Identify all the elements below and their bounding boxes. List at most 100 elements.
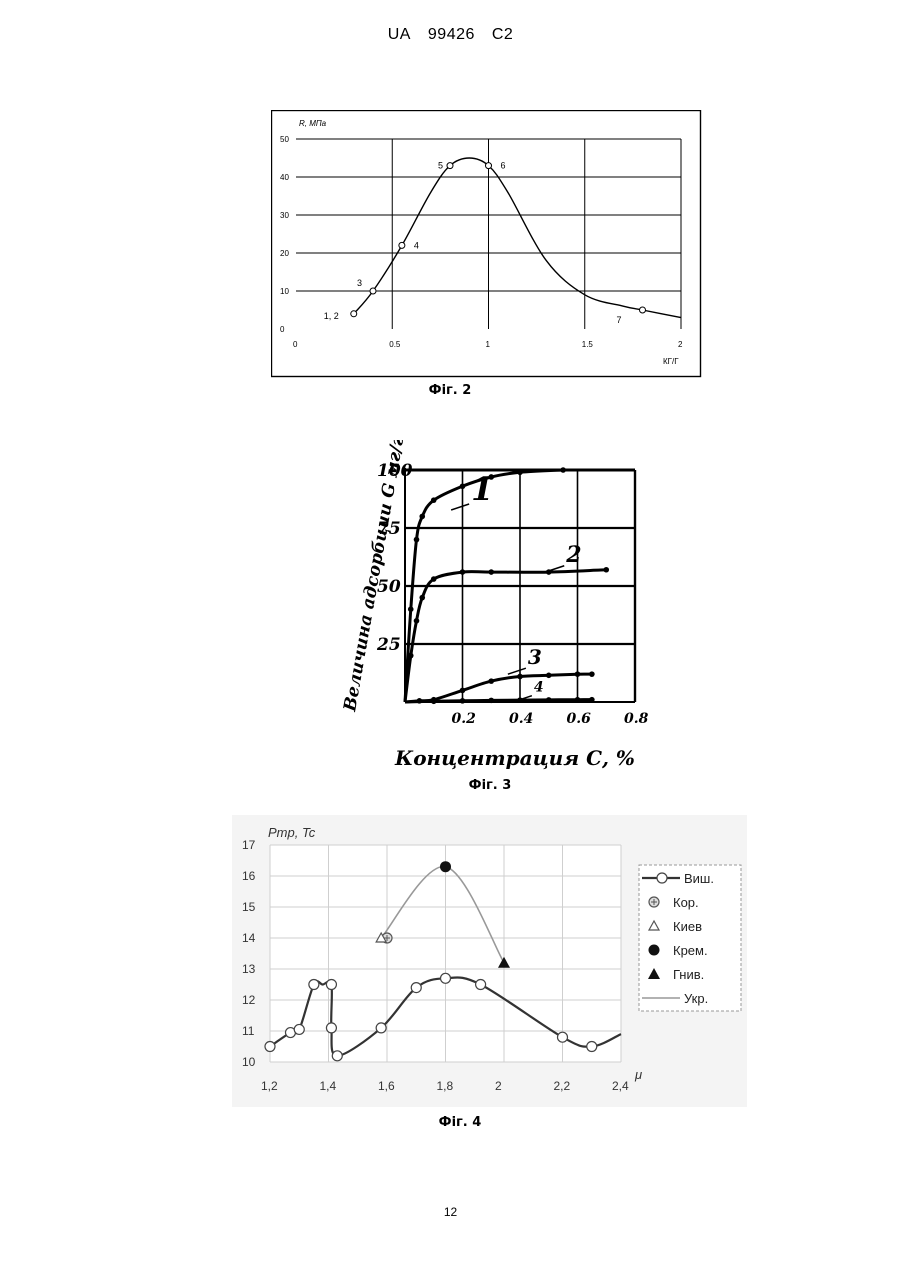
fig4-vish-point <box>376 1023 386 1033</box>
patent-number: 99426 <box>428 26 475 43</box>
fig3-series-label: 2 <box>565 542 581 568</box>
fig2-point-label: 1, 2 <box>324 311 339 321</box>
figure-3-caption: Фіг. 3 <box>440 778 540 793</box>
fig2-point-label: 7 <box>617 315 622 325</box>
fig4-y-tick: 16 <box>242 869 256 883</box>
fig2-point-label: 3 <box>357 278 362 288</box>
fig3-series-label-leader <box>508 668 526 674</box>
fig2-point <box>370 288 376 294</box>
fig3-x-tick: 0.4 <box>509 711 533 727</box>
fig3-series-label: 3 <box>528 645 542 669</box>
fig3-series-3-point <box>575 671 581 677</box>
fig3-series-3-point <box>517 674 523 680</box>
fig4-y-tick: 10 <box>242 1055 256 1069</box>
fig2-frame <box>272 111 701 377</box>
fig2-x-tick: 1.5 <box>582 340 594 349</box>
fig4-legend-marker <box>657 873 667 883</box>
fig3-series-4-point <box>575 697 581 703</box>
fig3-series-3-point <box>589 671 595 677</box>
figure-2-chart: 0102030405000.511.52 1, 234567 R, МПа КГ… <box>271 110 702 378</box>
fig2-point-label: 6 <box>501 161 506 171</box>
fig4-point-filled-circle <box>440 861 451 872</box>
fig3-series-1-point <box>414 537 420 543</box>
fig3-series-4-point <box>431 699 437 705</box>
fig3-series-2-point <box>408 653 414 659</box>
fig2-point-label: 5 <box>438 161 443 171</box>
fig4-y-tick: 15 <box>242 900 256 914</box>
country-code: UA <box>388 26 411 43</box>
figure-4-chart: 10111213141516171,21,41,61,822,22,4 Pmp,… <box>232 815 747 1107</box>
fig2-y-tick: 40 <box>280 173 289 182</box>
fig4-vish-point <box>309 980 319 990</box>
fig4-x-tick: 2,2 <box>554 1079 571 1093</box>
fig4-y-axis-label: Pmp, Tc <box>268 825 316 840</box>
fig2-x-axis-label: КГ/Г <box>663 357 679 366</box>
fig4-x-tick: 1,4 <box>320 1079 337 1093</box>
fig3-series-1-point <box>517 470 523 476</box>
fig3-y-tick: 25 <box>376 635 401 655</box>
fig3-series-1-point <box>560 467 566 473</box>
fig3-series-label: 1 <box>471 470 493 508</box>
figure-2-caption: Фіг. 2 <box>400 383 500 398</box>
fig4-y-tick: 11 <box>242 1024 255 1038</box>
fig4-x-tick: 1,8 <box>437 1079 454 1093</box>
fig3-series-2-point <box>414 618 420 624</box>
fig4-vish-point <box>411 983 421 993</box>
fig2-point-label: 4 <box>414 240 419 250</box>
fig3-series-2-line <box>405 570 606 702</box>
figure-4-caption: Фіг. 4 <box>410 1115 510 1130</box>
fig2-point <box>399 242 405 248</box>
fig4-legend-marker <box>649 945 660 956</box>
fig3-x-tick: 0.8 <box>624 711 649 727</box>
fig3-x-tick: 0.6 <box>567 711 592 727</box>
fig3-series-1-point <box>431 497 437 503</box>
fig3-series-2-point <box>603 567 609 573</box>
fig2-x-tick: 2 <box>678 340 683 349</box>
fig4-vish-point <box>476 980 486 990</box>
fig3-series-2-point <box>460 569 466 575</box>
fig4-vish-point <box>294 1024 304 1034</box>
fig2-point <box>447 163 453 169</box>
fig4-y-tick: 12 <box>242 993 256 1007</box>
fig4-y-tick: 14 <box>242 931 256 945</box>
fig4-legend: Виш.Кор.КиевКрем.Гнив.Укр. <box>639 865 741 1011</box>
fig4-legend-label: Виш. <box>684 871 714 886</box>
fig3-series-4-point <box>460 698 466 704</box>
fig2-y-tick: 0 <box>280 325 285 334</box>
fig2-point <box>486 163 492 169</box>
fig4-y-tick: 13 <box>242 962 256 976</box>
fig3-series-2-point <box>431 576 437 582</box>
fig3-series-1-point <box>419 514 425 520</box>
fig4-x-tick: 2 <box>495 1079 502 1093</box>
fig2-point <box>640 307 646 313</box>
fig3-series-4-point <box>546 697 552 703</box>
fig2-x-tick: 1 <box>486 340 491 349</box>
fig4-x-tick: 1,2 <box>261 1079 278 1093</box>
fig3-tick-labels: 2550751000.20.40.60.8 <box>376 461 649 727</box>
fig4-vish-point <box>332 1051 342 1061</box>
fig4-legend-label: Укр. <box>684 991 708 1006</box>
fig3-x-tick: 0.2 <box>452 711 477 727</box>
fig4-vish-point <box>326 980 336 990</box>
fig2-x-tick: 0 <box>293 340 298 349</box>
fig4-legend-label: Киев <box>673 919 702 934</box>
fig2-y-tick: 30 <box>280 211 289 220</box>
fig2-point <box>351 311 357 317</box>
fig4-legend-label: Кор. <box>673 895 699 910</box>
fig3-series-3-point <box>488 678 494 684</box>
fig4-vish-point <box>558 1032 568 1042</box>
fig3-series-1-point <box>408 606 414 612</box>
fig4-x-tick: 2,4 <box>612 1079 629 1093</box>
document-header: UA 99426 C2 <box>0 26 901 44</box>
fig3-series-label-leader <box>451 504 469 510</box>
fig2-x-tick: 0.5 <box>389 340 401 349</box>
fig3-x-axis-label: Концентрация С, % <box>394 746 635 770</box>
fig3-series-2-point <box>488 569 494 575</box>
fig3-series-label: 4 <box>534 680 544 696</box>
fig2-y-tick: 50 <box>280 135 289 144</box>
fig4-legend-box <box>639 865 741 1011</box>
fig3-series-3-point <box>546 673 552 679</box>
fig2-y-tick: 10 <box>280 287 289 296</box>
fig4-x-axis-label: μ <box>634 1067 642 1082</box>
fig4-vish-point <box>326 1023 336 1033</box>
